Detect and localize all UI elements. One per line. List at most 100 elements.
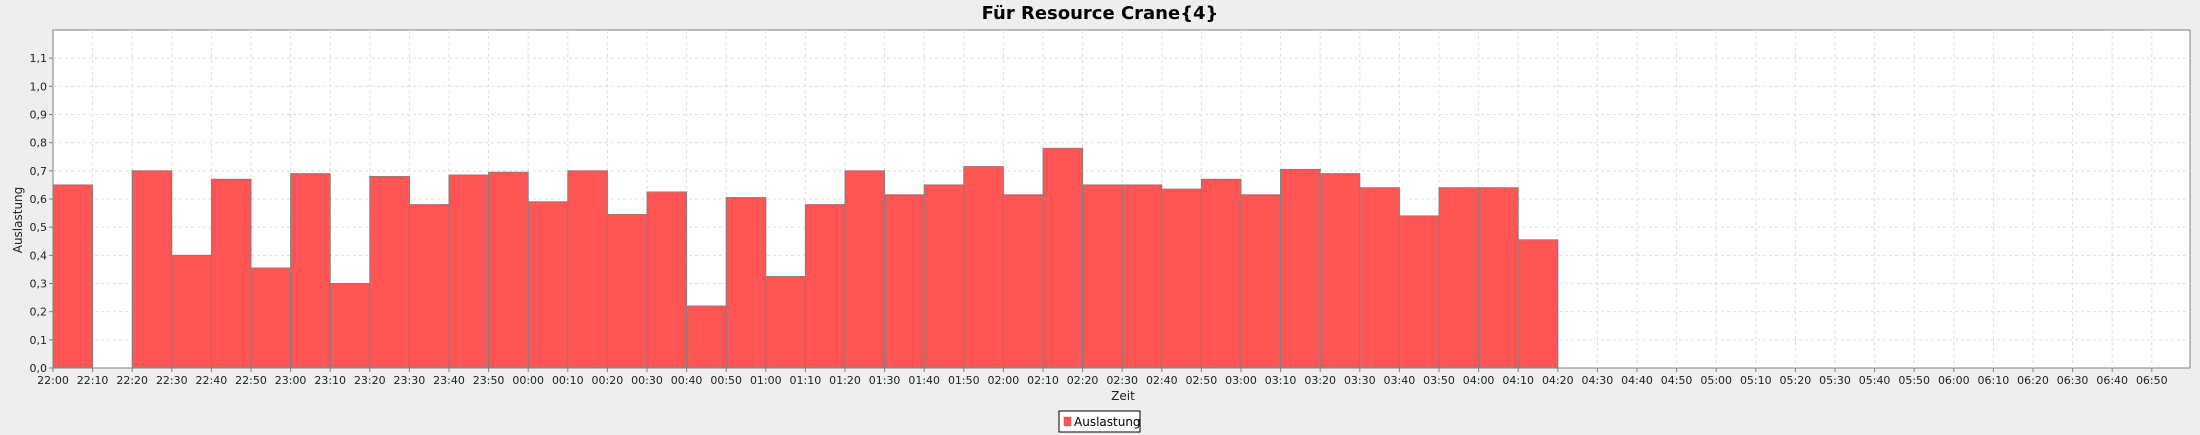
y-tick-label: 0,9 bbox=[30, 109, 48, 122]
bar bbox=[765, 275, 806, 369]
x-tick-label: 05:10 bbox=[1740, 374, 1772, 387]
bar bbox=[606, 213, 648, 369]
x-tick-label: 06:40 bbox=[2096, 374, 2128, 387]
x-tick-label: 05:00 bbox=[1700, 374, 1732, 387]
bar bbox=[290, 173, 331, 369]
x-tick-label: 03:40 bbox=[1384, 374, 1416, 387]
x-tick-label: 01:30 bbox=[869, 374, 901, 387]
x-tick-label: 22:40 bbox=[196, 374, 228, 387]
y-tick-label: 0,3 bbox=[30, 278, 48, 291]
x-tick-label: 00:10 bbox=[552, 374, 584, 387]
x-tick-label: 03:10 bbox=[1265, 374, 1297, 387]
x-tick-label: 23:00 bbox=[275, 374, 307, 387]
x-tick-label: 01:50 bbox=[948, 374, 980, 387]
bar bbox=[1082, 184, 1123, 369]
legend-swatch bbox=[1063, 416, 1072, 427]
bar bbox=[1438, 187, 1480, 369]
bar bbox=[725, 197, 767, 369]
bar bbox=[1398, 215, 1440, 369]
x-tick-label: 00:30 bbox=[631, 374, 663, 387]
x-axis-ticks: 22:00 22:10 22:20 22:30 22:40 22:50 23:00 23:10… bbox=[37, 368, 2168, 387]
x-tick-label: 02:20 bbox=[1067, 374, 1099, 387]
y-tick-label: 0,6 bbox=[30, 193, 48, 206]
bar bbox=[804, 204, 846, 369]
bar bbox=[1042, 147, 1084, 369]
chart-title: Für Resource Crane{4} bbox=[982, 3, 1219, 24]
x-tick-label: 03:30 bbox=[1344, 374, 1376, 387]
x-tick-label: 05:20 bbox=[1780, 374, 1812, 387]
x-tick-label: 01:00 bbox=[750, 374, 782, 387]
bar bbox=[250, 267, 292, 369]
y-tick-label: 1,1 bbox=[30, 52, 48, 65]
bar bbox=[1161, 188, 1202, 369]
bar bbox=[1280, 168, 1321, 369]
bar bbox=[448, 174, 490, 369]
x-tick-label: 05:40 bbox=[1859, 374, 1891, 387]
x-tick-label: 22:50 bbox=[235, 374, 267, 387]
x-tick-label: 23:30 bbox=[394, 374, 426, 387]
bar bbox=[527, 201, 569, 369]
legend-box bbox=[1058, 410, 1141, 433]
bar bbox=[329, 283, 371, 369]
x-tick-label: 22:00 bbox=[37, 374, 69, 387]
x-tick-label: 04:10 bbox=[1502, 374, 1534, 387]
bar bbox=[1200, 178, 1242, 369]
x-tick-label: 04:30 bbox=[1582, 374, 1614, 387]
y-axis-label: Auslastung bbox=[11, 187, 25, 254]
y-tick-label: 0,4 bbox=[30, 249, 48, 262]
y-tick-label: 0,5 bbox=[30, 221, 48, 234]
x-tick-label: 02:30 bbox=[1106, 374, 1138, 387]
bar bbox=[686, 305, 727, 369]
x-tick-label: 06:20 bbox=[2017, 374, 2049, 387]
bar bbox=[408, 204, 450, 369]
bar bbox=[1517, 239, 1559, 369]
x-tick-label: 05:30 bbox=[1819, 374, 1851, 387]
x-tick-label: 23:40 bbox=[433, 374, 465, 387]
bar bbox=[1002, 194, 1044, 369]
bar bbox=[131, 170, 173, 369]
x-tick-label: 05:50 bbox=[1898, 374, 1930, 387]
bar bbox=[963, 166, 1004, 369]
bar bbox=[1319, 173, 1361, 369]
x-tick-label: 23:20 bbox=[354, 374, 386, 387]
x-tick-label: 02:50 bbox=[1186, 374, 1218, 387]
x-tick-label: 22:20 bbox=[116, 374, 148, 387]
y-tick-label: 0,1 bbox=[30, 334, 48, 347]
bars bbox=[52, 147, 1559, 369]
x-tick-label: 01:10 bbox=[790, 374, 822, 387]
bar bbox=[171, 254, 212, 369]
x-tick-label: 04:00 bbox=[1463, 374, 1495, 387]
x-tick-label: 22:30 bbox=[156, 374, 188, 387]
x-tick-label: 02:40 bbox=[1146, 374, 1178, 387]
x-tick-label: 06:10 bbox=[1978, 374, 2010, 387]
x-tick-label: 22:10 bbox=[77, 374, 109, 387]
x-tick-label: 06:30 bbox=[2057, 374, 2089, 387]
x-tick-label: 03:00 bbox=[1225, 374, 1257, 387]
x-tick-label: 23:10 bbox=[314, 374, 346, 387]
legend-label: Auslastung bbox=[1074, 415, 1141, 429]
x-tick-label: 00:00 bbox=[512, 374, 544, 387]
x-tick-label: 02:00 bbox=[988, 374, 1020, 387]
y-tick-label: 1,0 bbox=[30, 80, 48, 93]
x-tick-label: 00:40 bbox=[671, 374, 703, 387]
bar bbox=[1121, 184, 1163, 369]
bar bbox=[369, 175, 410, 369]
y-tick-label: 0,8 bbox=[30, 137, 48, 150]
bar bbox=[844, 170, 886, 369]
x-tick-label: 04:20 bbox=[1542, 374, 1574, 387]
x-tick-label: 06:50 bbox=[2136, 374, 2168, 387]
bar bbox=[1478, 187, 1519, 369]
y-axis-ticks: 0,0 0,1 0,2 0,3 0,4 0,5 0,6 0,7 0,8 0,9 1,0 1,1 bbox=[30, 52, 53, 375]
x-tick-label: 04:40 bbox=[1621, 374, 1653, 387]
bar bbox=[1240, 194, 1282, 369]
bar bbox=[884, 194, 925, 369]
bar bbox=[923, 184, 965, 369]
y-tick-label: 0,2 bbox=[30, 306, 48, 319]
bar bbox=[567, 170, 608, 369]
legend: Auslastung bbox=[1058, 410, 1141, 433]
bar bbox=[210, 178, 252, 369]
x-tick-label: 01:40 bbox=[908, 374, 940, 387]
x-tick-label: 01:20 bbox=[829, 374, 861, 387]
x-tick-label: 23:50 bbox=[473, 374, 505, 387]
